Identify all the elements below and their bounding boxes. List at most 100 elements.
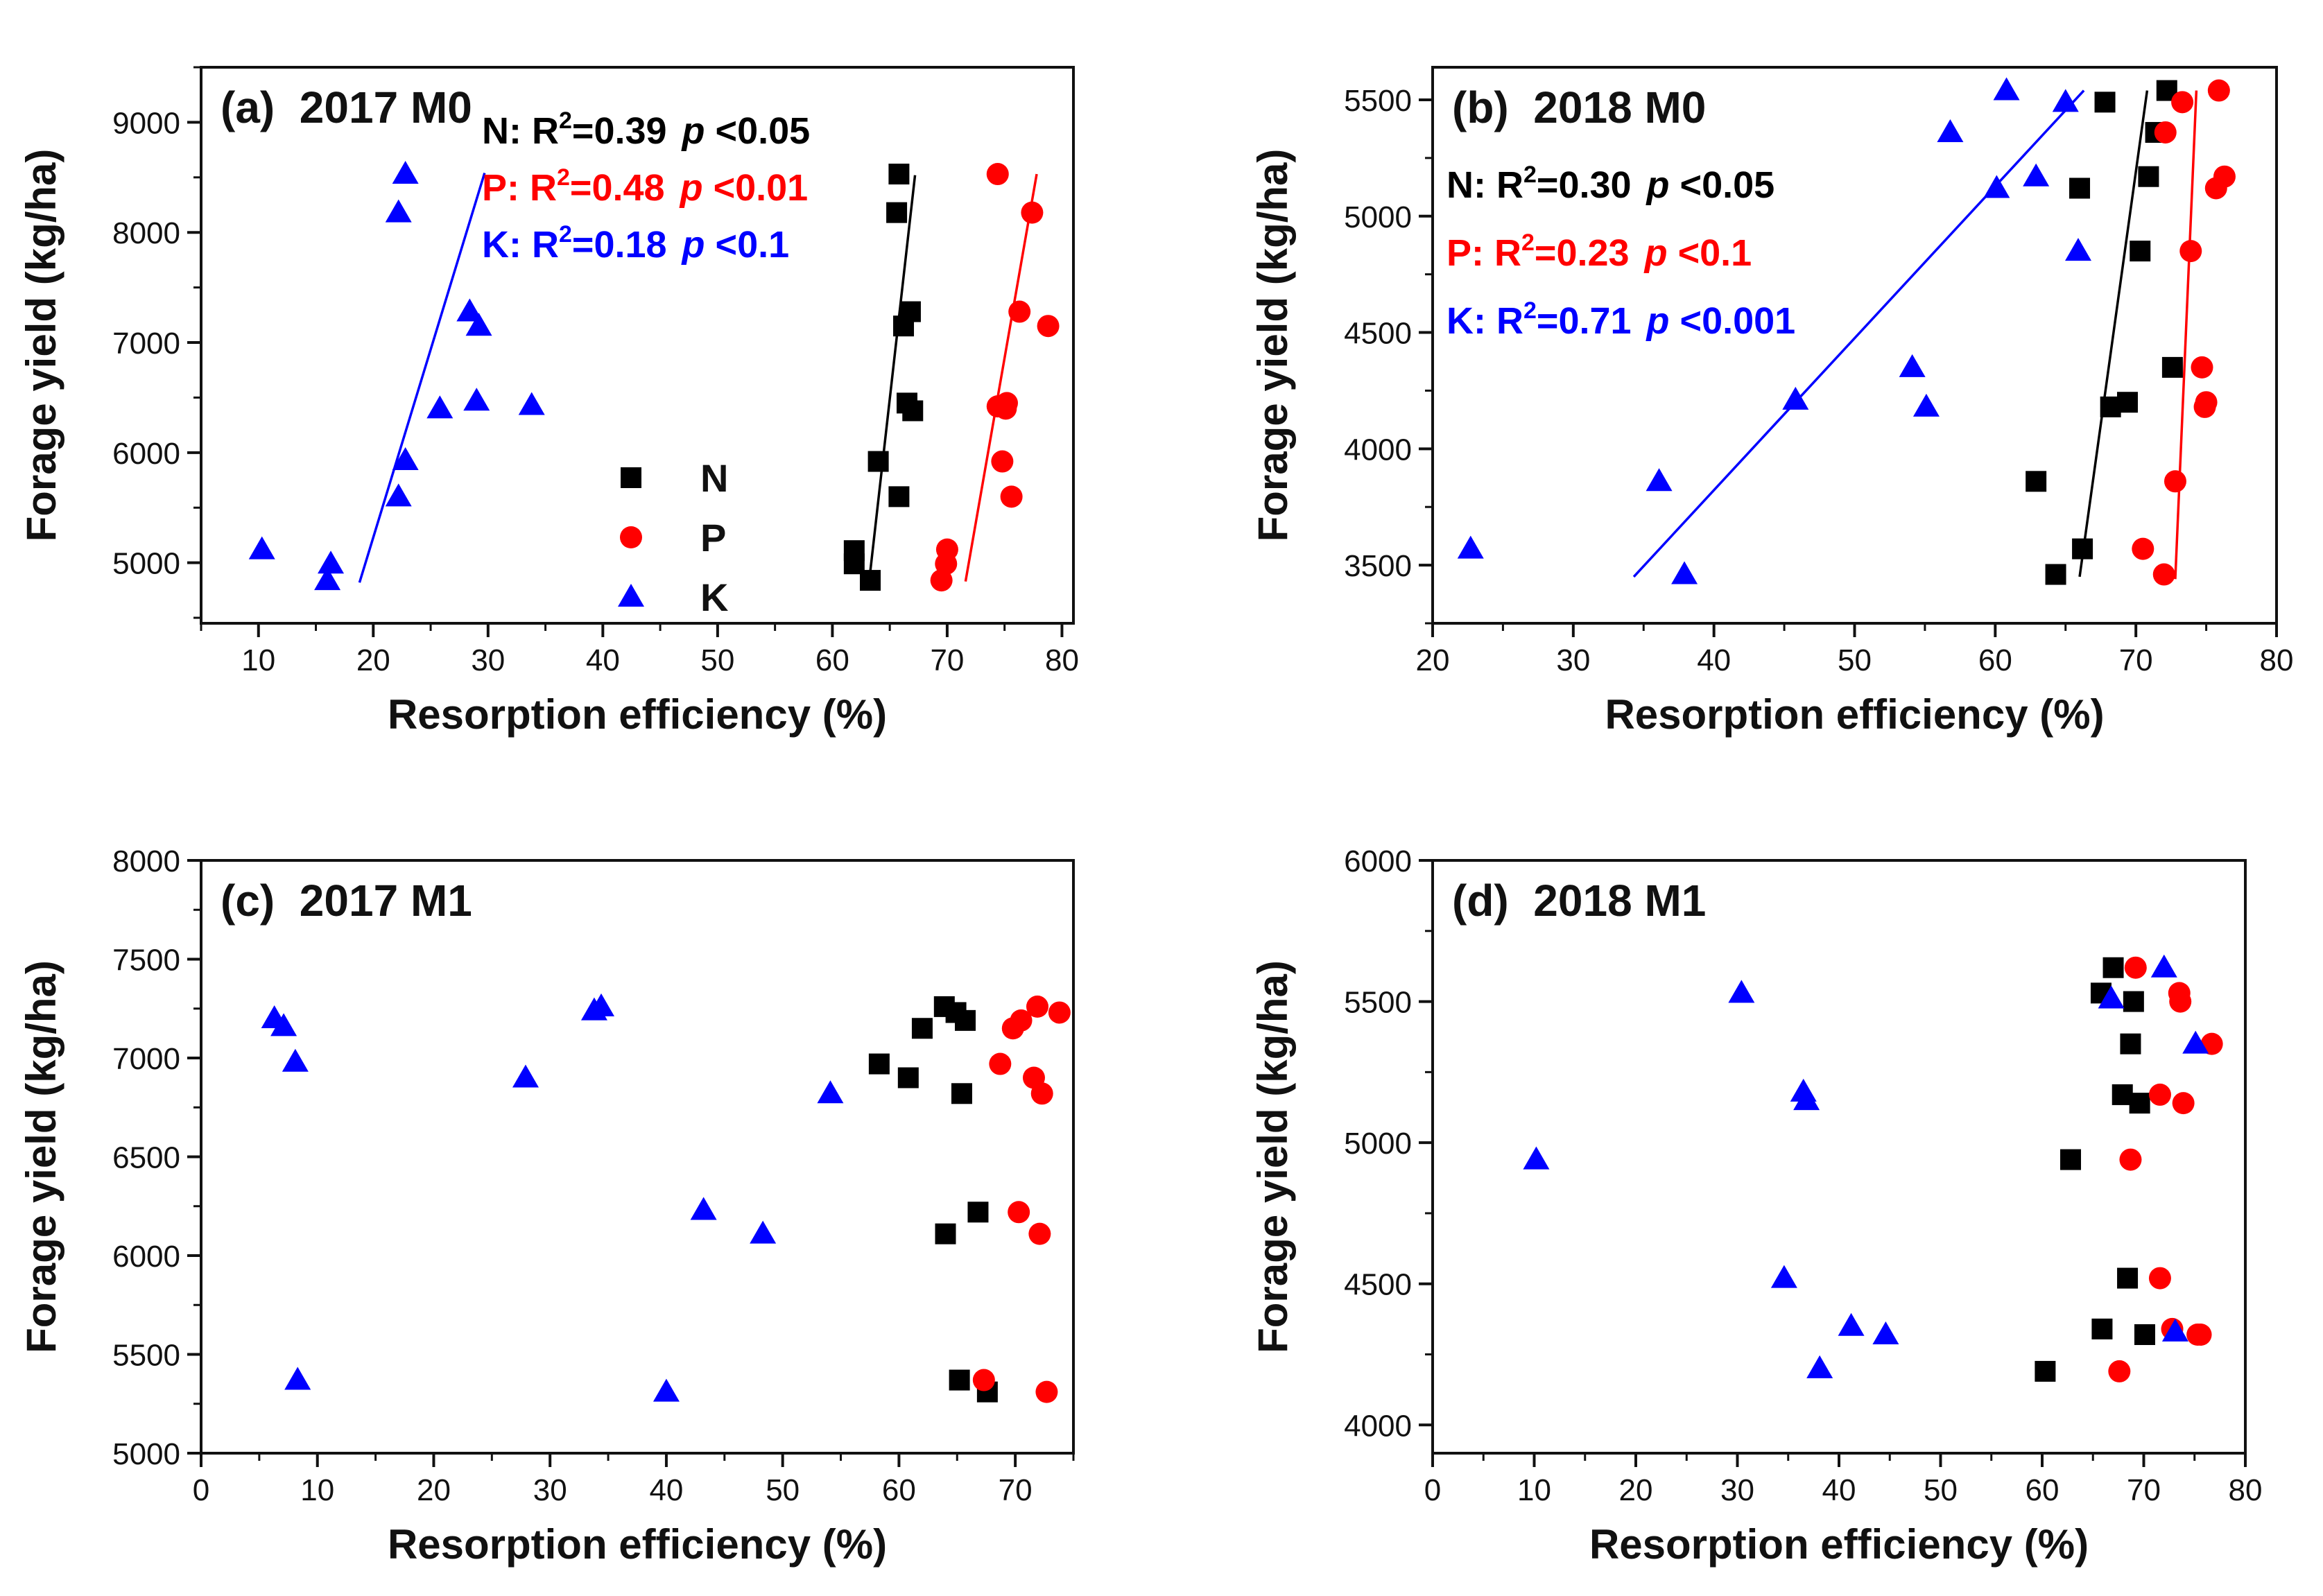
x-tick-label: 70 bbox=[2127, 1473, 2161, 1507]
point-k bbox=[2098, 985, 2125, 1009]
stat-p-symbol: p bbox=[1646, 300, 1670, 342]
y-tick-label: 4500 bbox=[1344, 317, 1412, 351]
x-tick-label: 0 bbox=[193, 1473, 209, 1507]
point-p bbox=[2172, 1092, 2195, 1115]
point-n bbox=[2094, 92, 2116, 113]
point-k bbox=[1457, 535, 1484, 559]
point-n bbox=[949, 1369, 970, 1391]
point-n bbox=[2072, 538, 2093, 560]
regression-stat-k: K: R2=0.71 p <0.001 bbox=[1447, 297, 1795, 342]
point-p bbox=[991, 450, 1014, 473]
point-n bbox=[2161, 356, 2183, 378]
point-p bbox=[2148, 1267, 2171, 1290]
point-k bbox=[2182, 1030, 2209, 1054]
point-p bbox=[2193, 395, 2216, 418]
point-n bbox=[2060, 1149, 2082, 1170]
point-k bbox=[1937, 119, 1964, 142]
series-k bbox=[1457, 77, 2092, 584]
x-axis-label: Resorption efficiency (%) bbox=[1589, 1521, 2089, 1568]
point-p bbox=[1030, 1082, 1053, 1105]
point-k bbox=[284, 1367, 311, 1390]
x-tick-label: 50 bbox=[1838, 643, 1872, 677]
y-axis-label: Forage yield (kg/ha) bbox=[18, 960, 64, 1353]
point-k bbox=[1912, 393, 1940, 417]
stat-p-symbol: p bbox=[1643, 232, 1668, 274]
point-k bbox=[282, 1048, 309, 1072]
fit-line-p bbox=[2174, 90, 2198, 580]
x-tick-label: 10 bbox=[300, 1473, 334, 1507]
point-p bbox=[2179, 240, 2202, 263]
x-tick-label: 20 bbox=[417, 1473, 451, 1507]
x-tick-label: 20 bbox=[1416, 643, 1450, 677]
x-tick-label: 30 bbox=[471, 643, 505, 677]
series-n bbox=[2035, 957, 2155, 1382]
y-tick-label: 4000 bbox=[1344, 1409, 1412, 1443]
x-tick-label: 10 bbox=[241, 643, 275, 677]
stat-superscript: 2 bbox=[1521, 229, 1535, 256]
point-k bbox=[248, 536, 275, 560]
point-n bbox=[2069, 177, 2091, 199]
point-p bbox=[1026, 995, 1049, 1018]
y-tick-label: 3500 bbox=[1344, 549, 1412, 583]
stat-superscript: 2 bbox=[1523, 162, 1537, 188]
point-n bbox=[951, 1083, 972, 1104]
series-k bbox=[1523, 954, 2209, 1378]
point-n bbox=[2123, 991, 2144, 1012]
x-tick-label: 50 bbox=[1924, 1473, 1958, 1507]
y-tick-label: 5000 bbox=[1344, 1127, 1412, 1161]
point-p bbox=[1008, 300, 1031, 323]
point-p bbox=[972, 1369, 995, 1391]
point-k bbox=[318, 550, 345, 574]
point-p bbox=[1037, 315, 1060, 338]
x-axis-label: Resorption efficiency (%) bbox=[1605, 691, 2104, 738]
x-tick-label: 60 bbox=[2026, 1473, 2059, 1507]
point-k bbox=[456, 298, 483, 322]
panel-title: (c) 2017 M1 bbox=[221, 876, 472, 926]
legend-marker-k bbox=[618, 584, 644, 607]
x-tick-label: 20 bbox=[1619, 1473, 1653, 1507]
x-tick-label: 30 bbox=[1556, 643, 1590, 677]
series-p bbox=[2132, 79, 2236, 586]
x-tick-label: 40 bbox=[649, 1473, 683, 1507]
y-tick-label: 5500 bbox=[1344, 84, 1412, 118]
point-k bbox=[2161, 1318, 2188, 1342]
point-p bbox=[2132, 537, 2154, 560]
point-k bbox=[2052, 89, 2079, 112]
point-n bbox=[860, 570, 881, 591]
stat-r2-value: =0.23 bbox=[1535, 232, 1630, 274]
point-k bbox=[1899, 354, 1926, 377]
plot-frame bbox=[200, 859, 1075, 1455]
stat-p-value: <0.001 bbox=[1670, 300, 1796, 342]
point-k bbox=[1993, 77, 2020, 101]
y-tick-label: 5500 bbox=[112, 1339, 180, 1373]
stat-superscript: 2 bbox=[559, 221, 572, 248]
x-tick-label: 70 bbox=[2119, 643, 2153, 677]
x-axis-label: Resorption efficiency (%) bbox=[388, 691, 887, 738]
y-tick-label: 4000 bbox=[1344, 433, 1412, 467]
regression-stat-p: P: R2=0.48 p <0.01 bbox=[482, 164, 808, 209]
x-tick-label: 80 bbox=[2260, 643, 2294, 677]
stat-label: K: R bbox=[482, 224, 559, 266]
point-n bbox=[893, 315, 915, 337]
y-tick-label: 6000 bbox=[112, 1240, 180, 1274]
stat-r2-value: =0.71 bbox=[1537, 300, 1632, 342]
point-p bbox=[2171, 91, 2194, 114]
stat-p-symbol: p bbox=[679, 167, 703, 209]
stat-label: N: R bbox=[1447, 164, 1523, 206]
point-k bbox=[392, 446, 419, 470]
y-tick-label: 6500 bbox=[112, 1141, 180, 1175]
point-k bbox=[314, 567, 341, 591]
point-p bbox=[2164, 470, 2186, 493]
x-tick-label: 60 bbox=[815, 643, 849, 677]
point-p bbox=[1035, 1380, 1058, 1403]
x-tick-label: 40 bbox=[1822, 1473, 1856, 1507]
stat-label: P: R bbox=[1447, 232, 1521, 274]
stat-p-value: <0.1 bbox=[1668, 232, 1752, 274]
y-tick-label: 9000 bbox=[112, 106, 180, 140]
point-k bbox=[1523, 1146, 1550, 1170]
point-k bbox=[385, 483, 412, 507]
stat-p-value: <0.05 bbox=[705, 110, 811, 152]
x-tick-label: 50 bbox=[700, 643, 734, 677]
point-k bbox=[2023, 163, 2050, 187]
point-p bbox=[2191, 356, 2213, 379]
